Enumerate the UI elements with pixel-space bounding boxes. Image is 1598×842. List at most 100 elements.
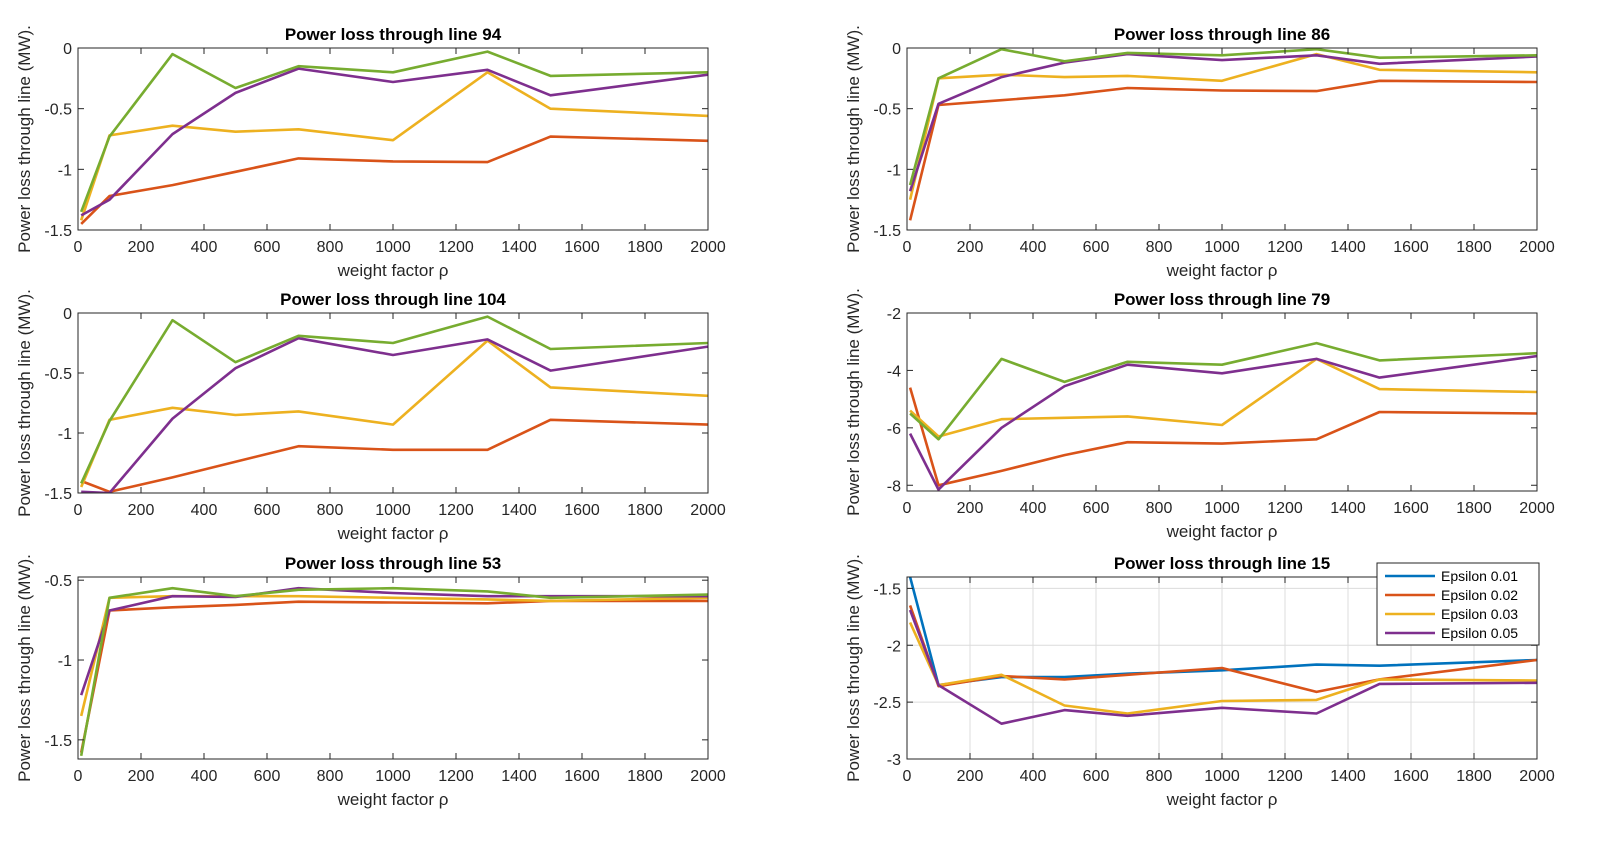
y-tick-label: -1 [58,653,72,670]
x-tick-label: 1600 [564,768,600,785]
x-tick-label: 1000 [375,502,411,519]
legend: Epsilon 0.01 Epsilon 0.02 Epsilon 0.03 Epsi… [1376,562,1540,646]
x-tick-label: 200 [957,239,984,256]
x-tick-label: 800 [317,239,344,256]
series-line-epsilon-005 [81,336,708,493]
x-tick-label: 600 [1083,239,1110,256]
x-axis-label: weight factor ρ [1166,522,1278,541]
y-tick-label: -0.5 [44,102,72,119]
y-tick-label: -1.5 [873,581,901,598]
chart-title: Power loss through line 79 [1114,290,1330,309]
y-tick-label: -1.5 [44,486,72,503]
series-line-unlabeled [909,341,1537,441]
x-tick-label: 1400 [1330,500,1366,517]
x-tick-label: 1200 [438,502,474,519]
series-line-epsilon-002 [80,418,708,493]
series-line-epsilon-005 [80,67,708,217]
x-axis-label: weight factor ρ [337,261,449,280]
x-tick-label: 1600 [564,239,600,256]
plot-area [78,313,708,493]
x-tick-label: 200 [128,502,155,519]
x-tick-label: 400 [1020,500,1047,517]
series-line-epsilon-002 [908,79,1537,221]
y-tick-label: -3 [887,752,901,769]
y-tick-label: 0 [63,306,72,323]
y-axis-label: Power loss through line (MW). [844,288,863,516]
chart-title: Power loss through line 15 [1114,554,1330,573]
series-line-epsilon-005 [908,354,1537,491]
x-tick-label: 800 [1146,500,1173,517]
x-axis-label: weight factor ρ [1166,261,1278,280]
x-tick-label: 1600 [1393,239,1429,256]
series-line-unlabeled [79,586,708,757]
y-tick-label: -0.5 [44,366,72,383]
y-tick-label: -1 [887,162,901,179]
x-tick-label: 2000 [690,239,726,256]
x-tick-label: 400 [1020,768,1047,785]
x-tick-label: 1600 [564,502,600,519]
legend-entry: Epsilon 0.01 [1441,568,1518,584]
x-tick-label: 1800 [627,239,663,256]
x-tick-label: 2000 [690,502,726,519]
x-tick-label: 1000 [1204,500,1240,517]
series-line-unlabeled [908,48,1537,186]
x-tick-label: 400 [191,768,218,785]
y-tick-label: -0.5 [44,573,72,590]
chart-title: Power loss through line 86 [1114,25,1330,44]
y-tick-label: -1.5 [44,733,72,750]
plot-area [78,577,708,759]
y-tick-label: 0 [892,41,901,58]
x-tick-label: 800 [317,768,344,785]
x-tick-label: 600 [254,239,281,256]
x-tick-label: 1800 [627,768,663,785]
series-line-epsilon-003 [908,621,1537,715]
x-tick-label: 1200 [1267,768,1303,785]
y-axis-label: Power loss through line (MW). [15,554,34,782]
x-tick-label: 1800 [1456,500,1492,517]
y-tick-label: -1 [58,426,72,443]
x-tick-label: 1200 [438,768,474,785]
y-tick-label: -8 [887,478,901,495]
y-tick-label: -2 [887,306,901,323]
x-tick-label: 0 [74,239,83,256]
x-tick-label: 2000 [1519,500,1555,517]
x-tick-label: 1800 [627,502,663,519]
subplot-3: 0 200 400 600 800 1000 1200 1400 1600 1800 2000 0 -0… [15,289,726,543]
x-tick-label: 200 [128,239,155,256]
x-tick-label: 0 [903,768,912,785]
x-tick-label: 0 [903,239,912,256]
series-line-epsilon-003 [80,339,708,488]
x-tick-label: 600 [1083,768,1110,785]
x-tick-label: 400 [1020,239,1047,256]
x-tick-label: 800 [1146,239,1173,256]
y-tick-label: -1.5 [44,223,72,240]
x-tick-label: 1800 [1456,768,1492,785]
x-tick-label: 600 [1083,500,1110,517]
series-line-epsilon-005 [908,609,1537,726]
plot-area [907,313,1537,491]
chart-title: Power loss through line 94 [285,25,502,44]
x-tick-label: 2000 [1519,239,1555,256]
subplot-4: 0 200 400 600 800 1000 1200 1400 1600 1800 2000 -2 -… [844,288,1555,541]
subplot-6: 0 200 400 600 800 1000 1200 1400 1600 1800 2000 -1.… [844,554,1555,809]
x-tick-label: 400 [191,502,218,519]
x-tick-label: 0 [74,502,83,519]
series-line-epsilon-003 [79,71,708,221]
x-tick-label: 200 [128,768,155,785]
x-tick-label: 200 [957,500,984,517]
x-tick-label: 0 [903,500,912,517]
series-line-epsilon-003 [909,357,1537,438]
x-tick-label: 1000 [375,239,411,256]
y-axis-label: Power loss through line (MW). [15,25,34,253]
x-axis-label: weight factor ρ [337,790,449,809]
x-tick-label: 800 [317,502,344,519]
x-tick-label: 400 [191,239,218,256]
x-tick-label: 0 [74,768,83,785]
x-tick-label: 1400 [1330,239,1366,256]
x-tick-label: 600 [254,502,281,519]
legend-entry: Epsilon 0.03 [1441,606,1518,622]
y-tick-label: -2.5 [873,695,901,712]
plot-area [907,48,1537,230]
series-line-unlabeled [79,50,708,213]
x-tick-label: 1400 [1330,768,1366,785]
